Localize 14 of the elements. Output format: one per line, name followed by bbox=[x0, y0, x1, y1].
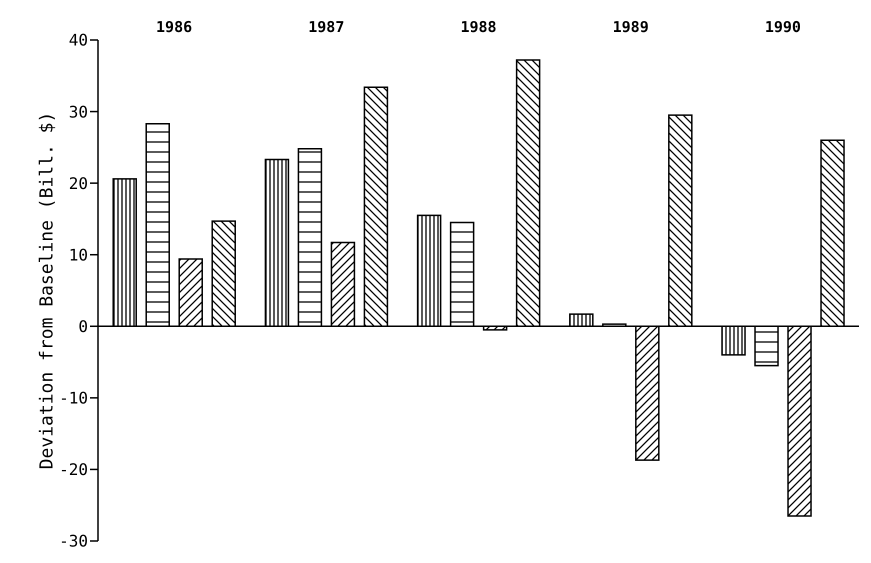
y-tick-label: 20 bbox=[68, 174, 88, 193]
y-tick-label: 30 bbox=[68, 102, 88, 122]
x-tick-label: 1987 bbox=[308, 18, 344, 36]
y-tick-label: -10 bbox=[59, 388, 88, 408]
x-tick-label: 1990 bbox=[764, 18, 801, 36]
x-tick-label: 1988 bbox=[460, 18, 497, 36]
y-tick-label: -30 bbox=[59, 532, 88, 551]
x-tick-label: 1989 bbox=[612, 18, 649, 36]
y-tick-label: 10 bbox=[68, 245, 88, 264]
y-tick-label: 0 bbox=[78, 316, 88, 336]
x-tick-label: 1986 bbox=[156, 18, 192, 36]
y-tick-label: 40 bbox=[68, 30, 88, 50]
y-axis-title: Deviation from Baseline (Bill. $) bbox=[36, 112, 58, 470]
y-tick-label: -20 bbox=[59, 460, 88, 480]
